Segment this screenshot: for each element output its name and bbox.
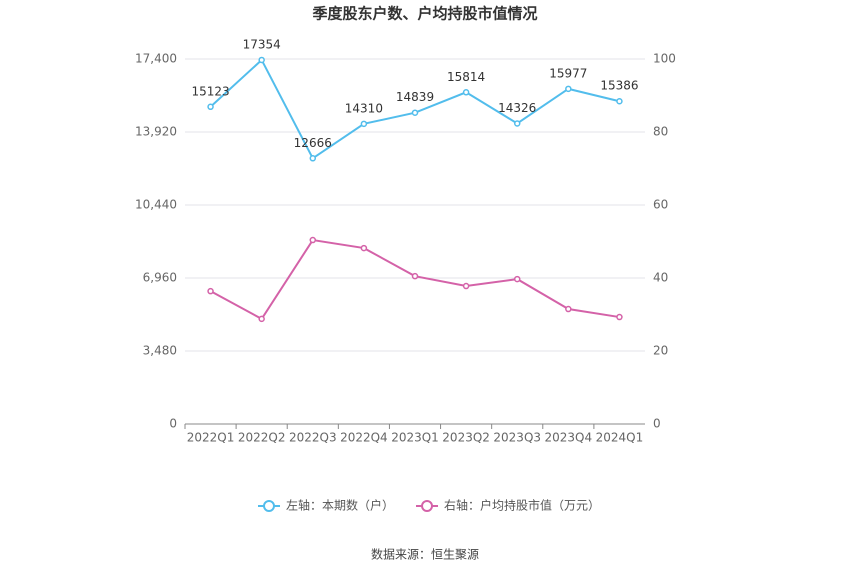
y2-tick-label: 40: [653, 271, 668, 285]
point: [207, 287, 214, 295]
point: [309, 155, 317, 162]
point: [360, 120, 368, 128]
y-tick-label: 17,400: [135, 52, 177, 66]
chart-title: 季度股东户数、户均持股市值情况: [312, 5, 537, 23]
y2-tick-label: 100: [653, 52, 676, 66]
data-label: 14326: [498, 101, 536, 115]
y-tick-label: 3,480: [143, 344, 177, 358]
y-tick-label: 6,960: [143, 271, 177, 285]
point: [360, 244, 368, 252]
y2-tick-label: 60: [653, 198, 668, 212]
data-label: 14310: [345, 101, 383, 115]
x-tick-label: 2022Q4: [340, 431, 388, 445]
point: [616, 97, 623, 105]
y-tick-label: 10,440: [135, 198, 177, 212]
data-label: 17354: [243, 37, 281, 51]
y2-tick-label: 80: [653, 125, 668, 139]
series-line: [210, 238, 620, 321]
source-note: 数据来源：恒生聚源: [371, 547, 479, 562]
x-tick-label: 2023Q1: [391, 431, 439, 445]
y-tick-label: 13,920: [135, 125, 177, 139]
point: [258, 56, 265, 64]
point: [462, 282, 470, 290]
legend-label: 左轴：本期数（户）: [286, 498, 394, 513]
x-tick-label: 2022Q3: [289, 431, 337, 445]
legend-marker: [263, 500, 275, 512]
point: [565, 85, 572, 93]
point: [411, 109, 419, 116]
legend-label: 右轴：户均持股市值（万元）: [444, 498, 600, 513]
point: [616, 313, 623, 321]
y-tick-label: 0: [169, 417, 177, 431]
x-tick-label: 2023Q3: [493, 431, 541, 445]
x-tick-label: 2024Q1: [596, 431, 644, 445]
x-tick-label: 2022Q1: [187, 431, 235, 445]
data-label: 15977: [549, 66, 587, 80]
y2-tick-label: 0: [653, 417, 661, 431]
point: [513, 275, 521, 283]
x-tick-label: 2022Q2: [238, 431, 286, 445]
point: [462, 89, 470, 96]
x-tick-label: 2023Q2: [442, 431, 490, 445]
point: [309, 236, 317, 244]
point: [411, 272, 419, 280]
y2-tick-label: 20: [653, 344, 668, 358]
point: [258, 315, 265, 323]
data-label: 15123: [191, 84, 229, 98]
data-label: 14839: [396, 90, 434, 104]
point: [565, 305, 572, 313]
data-label: 15814: [447, 70, 485, 84]
point: [207, 103, 214, 111]
data-label: 12666: [294, 136, 332, 150]
data-label: 15386: [600, 79, 638, 93]
x-tick-label: 2023Q4: [545, 431, 593, 445]
legend-marker: [421, 500, 434, 512]
point: [513, 120, 521, 127]
